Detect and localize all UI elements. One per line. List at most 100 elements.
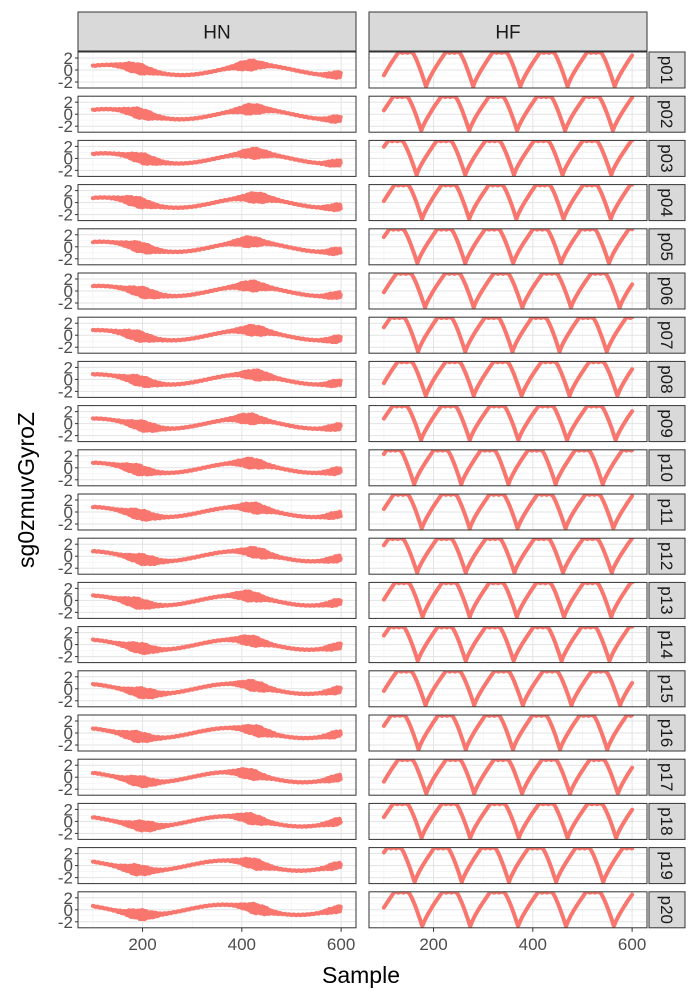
x-axis: 200 400 600 200 400 600 xyxy=(128,927,646,954)
panel-HN-p20 xyxy=(77,891,357,929)
panel-HF-p07 xyxy=(368,316,648,354)
series-line-HN-p07 xyxy=(90,323,343,345)
strip-label-p02: p02 xyxy=(657,100,676,128)
panel-border xyxy=(368,758,648,796)
panel-HN-p09 xyxy=(77,405,357,443)
strip-label-p20: p20 xyxy=(657,896,676,924)
x-tick-label: 200 xyxy=(128,935,156,954)
panel-HN-p06 xyxy=(77,272,357,310)
panel-border xyxy=(368,802,648,840)
strip-p18 xyxy=(648,802,686,840)
y-tick-label: 2 xyxy=(64,668,73,687)
panel-HF-p09 xyxy=(368,405,648,443)
y-tick-label: 0 xyxy=(64,61,73,80)
strip-label-p18: p18 xyxy=(657,807,676,835)
y-tick-label: -2 xyxy=(58,913,73,932)
y-tick-label: 2 xyxy=(64,314,73,333)
panel-HF-p20 xyxy=(368,891,648,929)
series-line-HN-p16 xyxy=(90,723,343,744)
panel-HN-p10 xyxy=(77,449,357,487)
y-tick-label: -2 xyxy=(58,206,73,225)
y-tick-label: 0 xyxy=(64,459,73,478)
panel-HN-p01 xyxy=(77,51,357,89)
panel-HF-p01 xyxy=(368,51,648,89)
series-line-HN-p19 xyxy=(90,856,343,877)
series-line-HN-p14 xyxy=(90,634,343,656)
y-tick-label: -2 xyxy=(58,471,73,490)
panel-HF-p15 xyxy=(368,670,648,708)
panel-border xyxy=(368,228,648,266)
panel-border xyxy=(368,360,648,398)
strip-p03 xyxy=(648,139,686,177)
y-tick-label: 0 xyxy=(64,591,73,610)
y-tick-label: 0 xyxy=(64,724,73,743)
panel-HF-p12 xyxy=(368,537,648,575)
y-tick-label: 2 xyxy=(64,712,73,731)
series-line-HN-p11 xyxy=(90,501,343,522)
panel-HN-p04 xyxy=(77,184,357,222)
y-tick-label: 2 xyxy=(64,579,73,598)
strip-p16 xyxy=(648,714,686,752)
y-tick-label: 0 xyxy=(64,812,73,831)
y-axis: -202-202-202-202-202-202-202-202-202-202… xyxy=(58,49,78,932)
panel-HF-p13 xyxy=(368,581,648,619)
strip-p05 xyxy=(648,228,686,266)
y-tick-label: 2 xyxy=(64,756,73,775)
series-line-HN-p12 xyxy=(90,545,343,567)
y-tick-label: -2 xyxy=(58,73,73,92)
strip-p02 xyxy=(648,95,686,133)
x-axis-title: Sample xyxy=(322,962,400,988)
y-tick-label: -2 xyxy=(58,250,73,269)
strip-label-p04: p04 xyxy=(657,188,676,216)
strip-p12 xyxy=(648,537,686,575)
series-line-HF-p09 xyxy=(381,405,635,442)
panel-HF-p19 xyxy=(368,847,648,885)
x-tick-label: 400 xyxy=(228,935,256,954)
y-tick-label: -2 xyxy=(58,648,73,667)
series-line-HF-p01 xyxy=(381,52,635,88)
y-tick-label: 2 xyxy=(64,182,73,201)
y-tick-label: 2 xyxy=(64,93,73,112)
x-tick-label: 600 xyxy=(618,935,646,954)
y-tick-label: -2 xyxy=(58,559,73,578)
y-tick-label: -2 xyxy=(58,427,73,446)
panel-HN-p02 xyxy=(77,95,357,133)
series-line-HF-p07 xyxy=(381,317,635,354)
panel-HF-p08 xyxy=(368,360,648,398)
y-tick-label: -2 xyxy=(58,161,73,180)
y-tick-label: 2 xyxy=(64,800,73,819)
y-tick-label: 0 xyxy=(64,503,73,522)
panel-border xyxy=(368,670,648,708)
series-line-HN-p05 xyxy=(90,235,343,257)
strip-p06 xyxy=(648,272,686,310)
panel-border xyxy=(368,537,648,575)
strip-p04 xyxy=(648,184,686,222)
series-line-HN-p04 xyxy=(90,191,343,213)
panels xyxy=(77,51,648,929)
panel-border xyxy=(368,493,648,531)
panel-HN-p19 xyxy=(77,847,357,885)
panel-HF-p18 xyxy=(368,802,648,840)
strip-label-p10: p10 xyxy=(657,454,676,482)
series-line-HF-p16 xyxy=(381,715,635,751)
strip-label-p08: p08 xyxy=(657,365,676,393)
y-tick-label: 0 xyxy=(64,680,73,699)
y-tick-label: 2 xyxy=(64,358,73,377)
strip-HN xyxy=(77,11,357,52)
panel-HN-p05 xyxy=(77,228,357,266)
panel-border xyxy=(368,847,648,885)
strip-label-p15: p15 xyxy=(657,675,676,703)
series-line-HN-p02 xyxy=(90,102,343,124)
panel-HN-p16 xyxy=(77,714,357,752)
panel-HN-p15 xyxy=(77,670,357,708)
strip-p15 xyxy=(648,670,686,708)
series-line-HF-p02 xyxy=(381,96,635,133)
strip-HF xyxy=(368,11,648,52)
series-line-HN-p13 xyxy=(90,589,343,610)
series-line-HF-p13 xyxy=(381,582,635,619)
panel-HN-p11 xyxy=(77,493,357,531)
strip-label-HN: HN xyxy=(203,23,230,44)
series-line-HF-p15 xyxy=(381,670,635,707)
panel-HF-p06 xyxy=(368,272,648,310)
panel-border xyxy=(368,51,648,89)
